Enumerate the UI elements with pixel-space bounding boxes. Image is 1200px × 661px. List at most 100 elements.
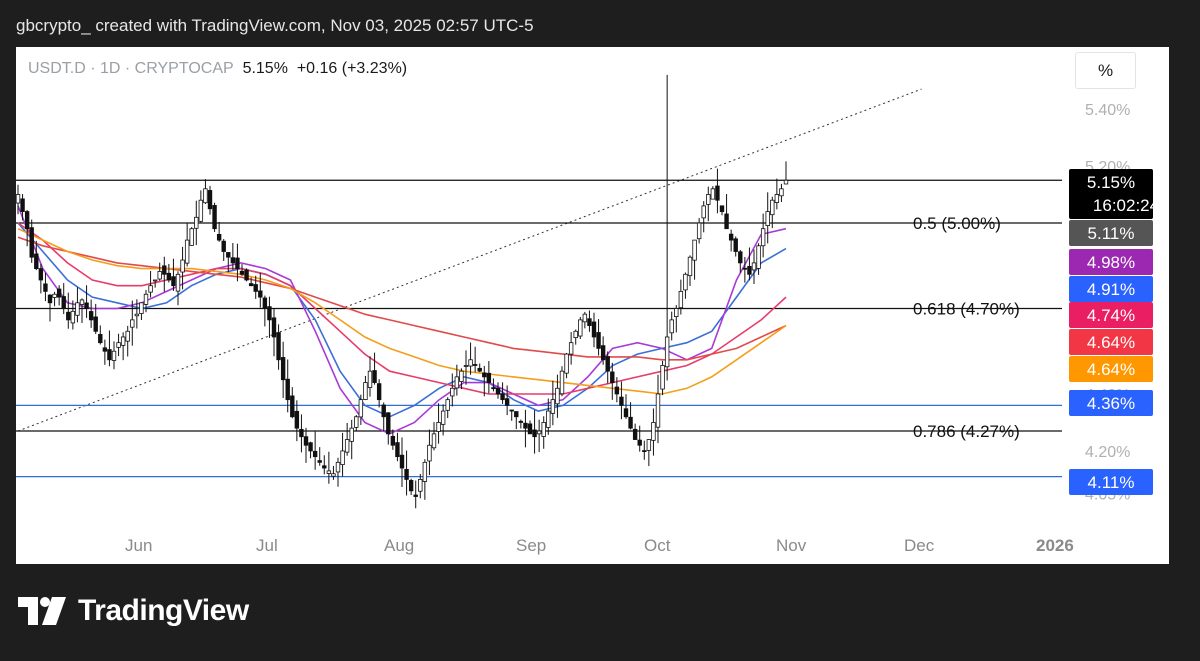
price-label-box xyxy=(1069,169,1153,219)
candle xyxy=(765,192,770,244)
candle xyxy=(541,416,546,449)
candle xyxy=(203,179,208,204)
candle xyxy=(376,379,382,408)
candle xyxy=(395,432,400,462)
candle xyxy=(125,325,130,357)
candle xyxy=(148,270,153,298)
candle xyxy=(381,402,386,432)
candle xyxy=(751,249,757,284)
symbol-legend[interactable]: USDT.D · 1D · CRYPTOCAP 5.15% +0.16 (+3.… xyxy=(28,60,407,78)
trendline xyxy=(17,88,922,432)
candle xyxy=(687,255,693,287)
candle xyxy=(651,408,656,456)
x-axis-tick-label: Jul xyxy=(256,536,278,555)
candle xyxy=(363,375,368,401)
x-axis-tick-label: Jun xyxy=(125,536,152,555)
candle xyxy=(75,287,80,323)
price-label-text: 4.74% xyxy=(1087,306,1135,325)
candle xyxy=(760,213,766,258)
candle xyxy=(303,427,309,463)
candle xyxy=(29,219,34,263)
price-label-box xyxy=(1069,276,1153,302)
candle xyxy=(706,186,711,222)
candle xyxy=(655,374,661,444)
candle xyxy=(509,409,514,421)
candle xyxy=(207,185,213,215)
candle xyxy=(47,294,53,322)
candle xyxy=(93,303,98,334)
price-label-box xyxy=(1069,356,1153,382)
candle xyxy=(267,296,272,338)
x-axis-tick-label: Aug xyxy=(384,536,414,555)
candle xyxy=(212,202,217,232)
candle xyxy=(290,387,295,419)
fib-level-label: 0.618 (4.70%) xyxy=(913,299,1020,318)
candle xyxy=(38,263,44,294)
candle xyxy=(472,346,478,373)
candle xyxy=(326,451,332,484)
candle xyxy=(308,441,313,459)
percent-scale-button[interactable]: % xyxy=(1075,52,1136,89)
candle xyxy=(728,229,734,252)
candle xyxy=(459,368,464,390)
candle xyxy=(715,168,720,214)
candle xyxy=(756,243,761,275)
candle xyxy=(450,373,455,407)
price-label-text: 4.91% xyxy=(1087,280,1135,299)
tradingview-brand[interactable]: TradingView xyxy=(18,594,249,628)
candle xyxy=(258,272,263,308)
candle xyxy=(66,292,71,329)
candle xyxy=(555,374,560,418)
price-label-box xyxy=(1069,249,1153,275)
candle xyxy=(180,246,185,290)
candle xyxy=(582,311,588,329)
candle xyxy=(171,258,176,291)
candle xyxy=(239,264,245,276)
candle xyxy=(88,299,94,328)
candle xyxy=(294,400,300,442)
candle xyxy=(495,382,501,399)
candle xyxy=(317,447,322,466)
candle xyxy=(340,432,345,477)
candle xyxy=(477,363,482,373)
price-label-text: 4.98% xyxy=(1087,253,1135,272)
symbol-last-price: 5.15% xyxy=(242,60,288,77)
candle xyxy=(422,459,428,500)
candle xyxy=(738,249,743,273)
candle xyxy=(674,305,679,333)
x-axis-tick-label: Dec xyxy=(904,536,935,555)
candle xyxy=(431,422,437,451)
price-label-text: 5.11% xyxy=(1088,224,1135,243)
candle xyxy=(152,279,158,288)
chart-panel[interactable]: 0.5 (5.00%) 0.618 (4.70%) 0.786 (4.27%) 5.4… xyxy=(16,47,1169,564)
candle xyxy=(482,365,487,397)
candle xyxy=(102,339,108,365)
price-label-box xyxy=(1069,469,1153,495)
candle xyxy=(98,325,103,345)
candle xyxy=(20,194,25,221)
x-axis-tick-label: Nov xyxy=(776,536,807,555)
moving-average-line xyxy=(17,236,787,361)
candle xyxy=(120,332,126,361)
candle xyxy=(226,252,231,273)
candle xyxy=(335,457,341,487)
candle xyxy=(532,410,537,454)
candle xyxy=(166,263,172,283)
candle xyxy=(587,310,592,332)
candle xyxy=(386,412,391,445)
fib-level-label: 0.786 (4.27%) xyxy=(913,422,1020,441)
candle xyxy=(34,240,39,271)
symbol-change: +0.16 (+3.23%) xyxy=(296,60,408,77)
candle xyxy=(564,352,569,379)
candle xyxy=(591,312,597,348)
price-label-text: 4.64% xyxy=(1087,360,1135,379)
tradingview-logo-icon xyxy=(18,597,66,625)
candle xyxy=(454,364,460,396)
candle xyxy=(568,332,574,365)
candle xyxy=(619,381,624,420)
price-chart[interactable]: 0.5 (5.00%) 0.618 (4.70%) 0.786 (4.27%) 5.4… xyxy=(16,47,1169,564)
candle xyxy=(390,429,396,450)
candle xyxy=(299,414,304,453)
candle xyxy=(413,480,418,509)
candle xyxy=(244,268,249,282)
